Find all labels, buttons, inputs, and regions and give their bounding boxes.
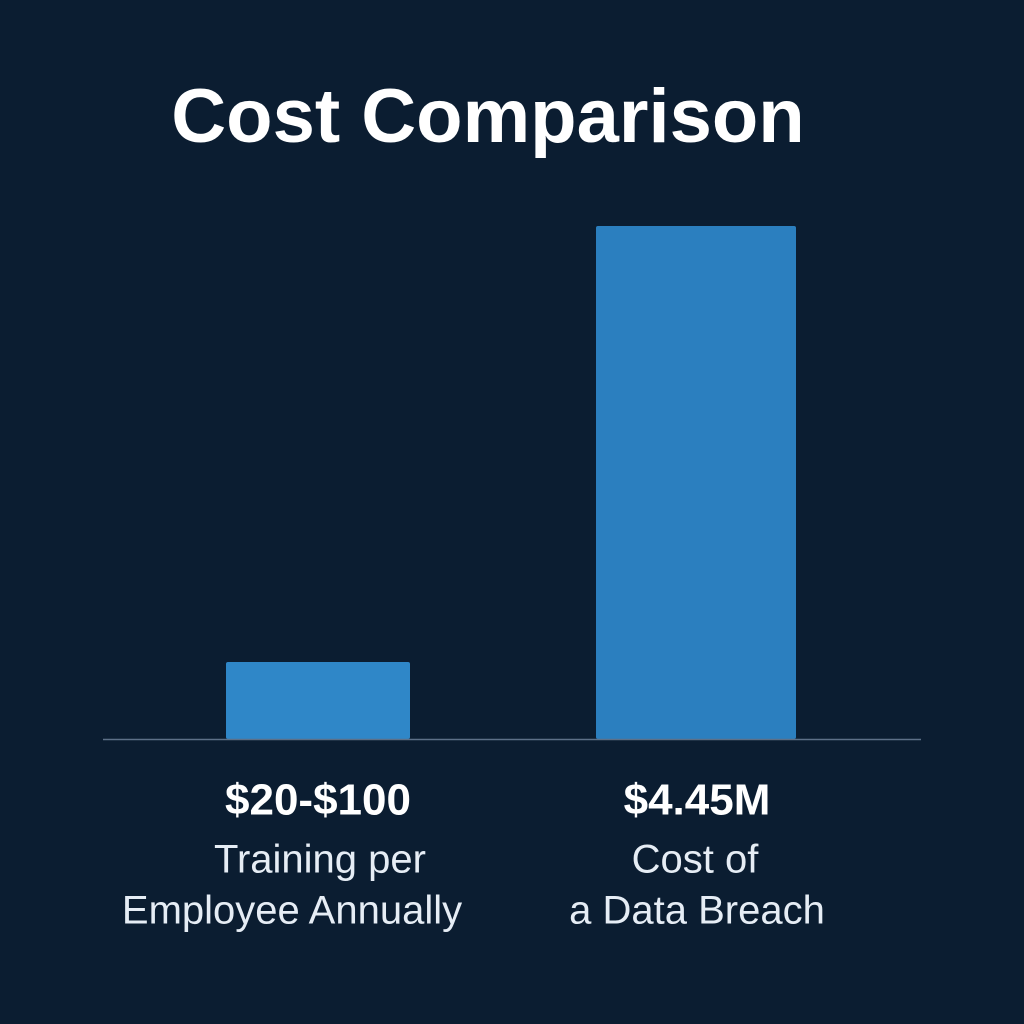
caption: Cost of (632, 838, 760, 882)
caption: Employee Annually (122, 889, 462, 933)
caption: Training per (214, 838, 426, 882)
title: Cost Comparison (171, 74, 804, 159)
bar (226, 662, 410, 739)
amount-label: $4.45M (624, 776, 771, 825)
caption: a Data Breach (569, 889, 825, 933)
amount-label: $20-$100 (225, 776, 411, 825)
bar (596, 226, 796, 739)
